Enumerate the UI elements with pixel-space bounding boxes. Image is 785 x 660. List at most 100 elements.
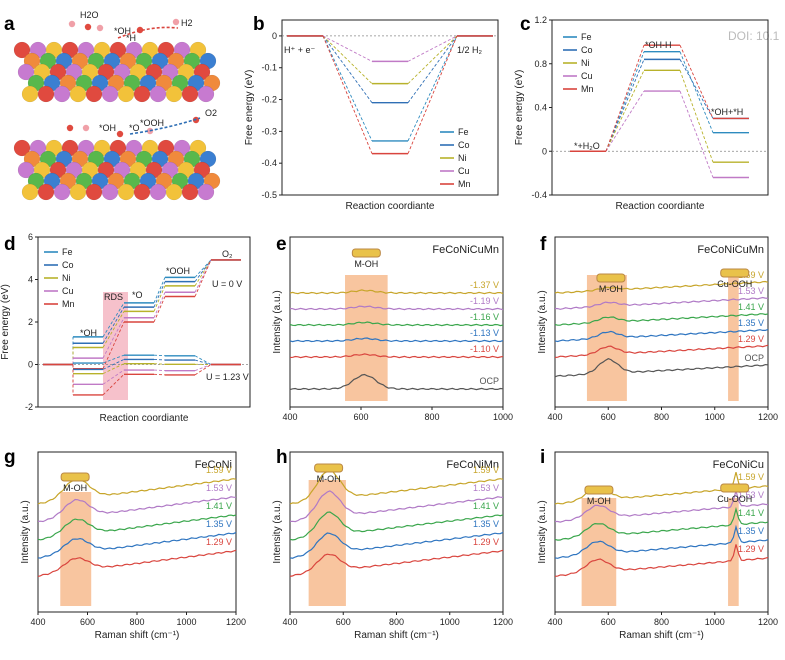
panel-title: FeCoNiCuMn xyxy=(432,244,499,256)
atom-sphere xyxy=(133,183,151,201)
annotation-rds: RDS xyxy=(104,292,123,302)
raman-trace xyxy=(37,477,237,505)
atom-sphere xyxy=(53,85,71,103)
adsorbate-molecule xyxy=(82,124,90,132)
label-ooh: *OOH xyxy=(140,118,164,128)
trace-voltage-label: 1.29 V xyxy=(206,537,232,547)
energy-connector xyxy=(679,51,714,133)
molecule-icon xyxy=(720,483,750,493)
x-axis-label: Raman shift (cm⁻¹) xyxy=(95,630,180,641)
energy-connector xyxy=(322,35,373,142)
atom-sphere xyxy=(69,85,87,103)
raman-trace xyxy=(289,490,504,523)
trace-voltage-label: 1.41 V xyxy=(473,501,499,511)
raman-trace xyxy=(289,373,504,391)
trace-voltage-label: -1.37 V xyxy=(470,280,499,290)
x-axis-label: Reaction coordiante xyxy=(100,413,189,424)
energy-connector xyxy=(605,59,645,152)
raman-trace xyxy=(555,488,769,523)
legend-label: Fe xyxy=(458,127,469,137)
energy-connector xyxy=(153,373,166,376)
panel-label-d: d xyxy=(4,234,16,255)
atom-sphere xyxy=(197,183,215,201)
y-axis-label: Intensity (a.u.) xyxy=(272,290,283,353)
energy-connector xyxy=(679,59,714,119)
atom-sphere xyxy=(37,85,55,103)
y-axis-label: Intensity (a.u.) xyxy=(272,500,283,563)
adsorbate-molecule xyxy=(66,124,74,132)
molecule-icon xyxy=(351,248,381,258)
energy-connector xyxy=(322,35,373,62)
trace-voltage-label: OCP xyxy=(479,376,499,386)
legend-label: Fe xyxy=(62,247,73,257)
trace-voltage-label: 1.59 V xyxy=(206,465,232,475)
panel-label-a: a xyxy=(4,14,15,35)
raman-trace xyxy=(289,321,504,327)
trace-voltage-label: 1.53 V xyxy=(206,483,232,493)
energy-connector xyxy=(102,302,125,338)
molecule-icon xyxy=(60,472,90,482)
x-tick-label: 1000 xyxy=(705,412,725,422)
energy-connector xyxy=(679,44,714,119)
energy-connector xyxy=(605,90,645,152)
energy-connector xyxy=(605,70,645,152)
raman-trace xyxy=(289,337,504,343)
y-tick-label: 0 xyxy=(28,360,33,370)
energy-connector xyxy=(407,35,458,103)
legend-label: Mn xyxy=(62,299,75,309)
energy-connector xyxy=(194,364,212,372)
legend-label: Cu xyxy=(581,71,593,81)
catalyst-slab-bottom-image xyxy=(13,139,221,201)
x-tick-label: 800 xyxy=(129,617,144,627)
adsorbate-molecule xyxy=(116,130,124,138)
annotation-oh: *OH xyxy=(80,328,97,338)
y-axis-label: Free energy (eV) xyxy=(244,70,255,146)
adsorbate-molecule xyxy=(68,20,76,28)
y-tick-label: -0.4 xyxy=(531,190,547,200)
energy-connector xyxy=(153,277,166,304)
annotation-start: *+H₂O xyxy=(574,141,600,151)
energy-connector xyxy=(153,358,166,361)
y-axis-label: Intensity (a.u.) xyxy=(537,290,548,353)
energy-connector xyxy=(102,354,125,364)
x-tick-label: 1200 xyxy=(758,617,778,627)
reaction-arrow-her xyxy=(117,26,179,39)
y-tick-label: 1.2 xyxy=(534,15,547,25)
atom-sphere xyxy=(85,183,103,201)
x-tick-label: 600 xyxy=(601,617,616,627)
molecule-icon xyxy=(314,463,344,473)
atom-sphere xyxy=(181,183,199,201)
legend-label: Mn xyxy=(581,84,594,94)
trace-voltage-label: 1.35 V xyxy=(738,318,764,328)
panel-label-b: b xyxy=(253,14,265,35)
peak-label: M-OH xyxy=(63,483,87,493)
trace-voltage-label: 1.41 V xyxy=(738,508,764,518)
x-axis-label: Reaction coordiante xyxy=(346,201,435,212)
annotation-ooh: *OOH xyxy=(166,266,190,276)
atom-sphere xyxy=(181,85,199,103)
peak-label: M-OH xyxy=(599,284,623,294)
raman-trace xyxy=(554,328,769,343)
peak-label: Cu-OOH xyxy=(717,494,752,504)
peak-label: M-OH xyxy=(587,496,611,506)
energy-connector xyxy=(153,296,166,323)
raman-trace xyxy=(289,289,504,295)
catalyst-slab-top-image xyxy=(13,41,221,103)
y-tick-label: -0.3 xyxy=(261,126,277,136)
energy-connector xyxy=(194,259,212,293)
energy-connector xyxy=(153,285,166,312)
x-tick-label: 600 xyxy=(336,617,351,627)
charts-layer: 0 -0.1 -0.2 -0.3 -0.4 -0.5 Reaction coordiante… xyxy=(0,15,778,641)
energy-connector xyxy=(194,364,212,376)
x-tick-label: 800 xyxy=(424,412,439,422)
y-tick-label: -0.5 xyxy=(261,190,277,200)
panel-label-i: i xyxy=(540,447,545,468)
reaction-arrow-oer xyxy=(129,117,201,135)
peak-highlight-band xyxy=(728,498,739,606)
legend-label: Cu xyxy=(62,286,74,296)
raman-trace xyxy=(554,544,769,577)
energy-connector xyxy=(407,35,458,142)
energy-connector xyxy=(102,311,125,348)
panel-title: FeCoNiMn xyxy=(446,459,499,471)
